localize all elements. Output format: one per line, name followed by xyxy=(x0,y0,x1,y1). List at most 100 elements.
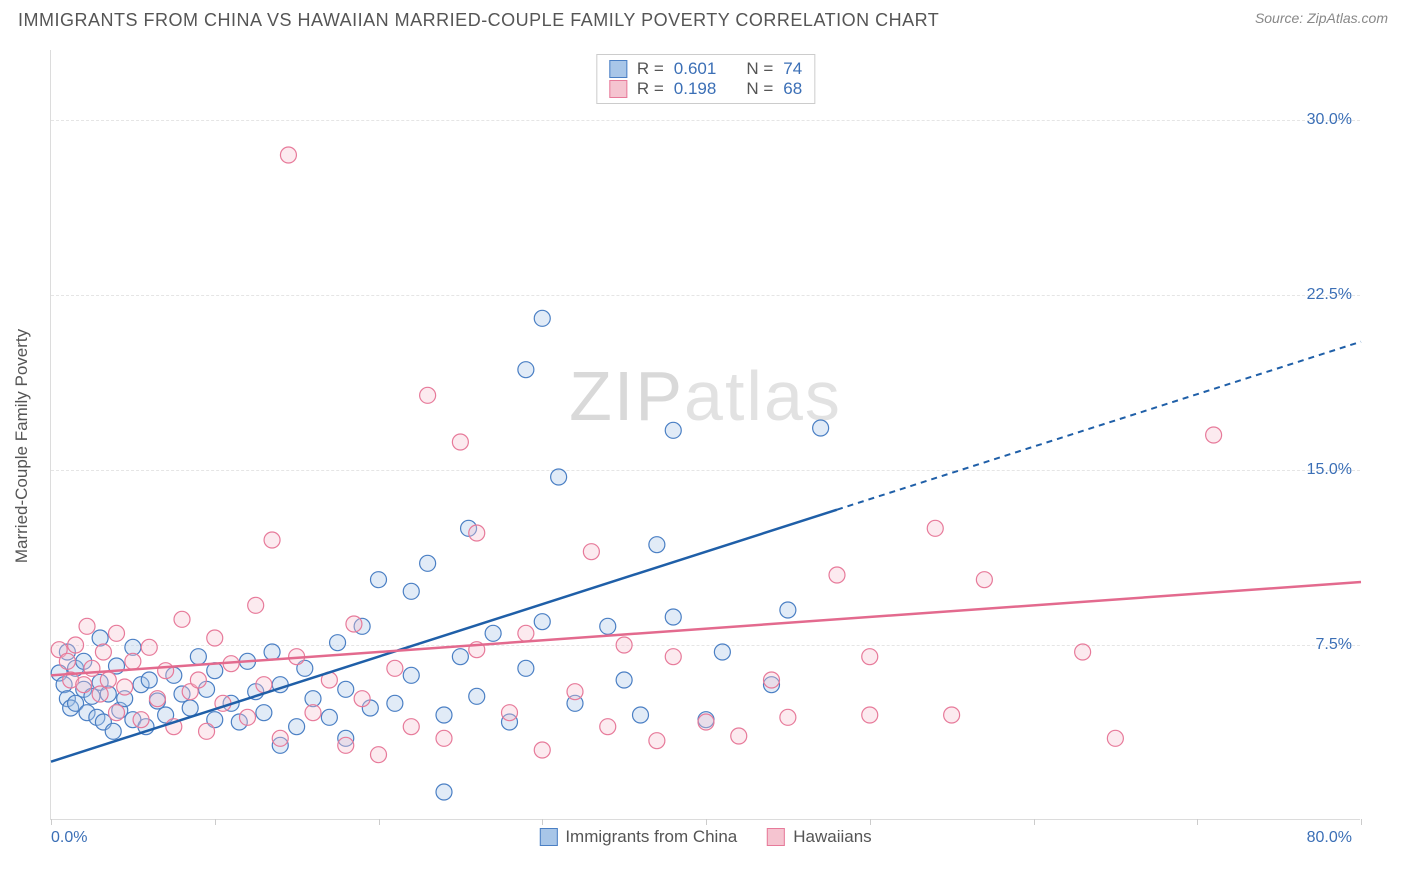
data-point xyxy=(264,532,280,548)
r-value: 0.198 xyxy=(674,79,717,99)
data-point xyxy=(59,653,75,669)
data-point xyxy=(403,667,419,683)
series-name: Hawaiians xyxy=(793,827,871,847)
data-point xyxy=(862,707,878,723)
legend-swatch xyxy=(609,80,627,98)
data-point xyxy=(698,714,714,730)
x-axis-min-label: 0.0% xyxy=(51,829,87,847)
data-point xyxy=(141,639,157,655)
data-point xyxy=(289,719,305,735)
data-point xyxy=(403,583,419,599)
legend-swatch xyxy=(539,828,557,846)
data-point xyxy=(780,602,796,618)
legend-stats-row: R = 0.198 N = 68 xyxy=(609,79,802,99)
legend-swatch xyxy=(609,60,627,78)
data-point xyxy=(133,712,149,728)
data-point xyxy=(387,695,403,711)
data-point xyxy=(927,520,943,536)
trend-line xyxy=(51,510,837,762)
x-tick xyxy=(379,819,380,825)
data-point xyxy=(68,637,84,653)
x-tick xyxy=(51,819,52,825)
x-tick xyxy=(1197,819,1198,825)
legend-stats: R = 0.601 N = 74 R = 0.198 N = 68 xyxy=(596,54,815,104)
r-label: R = xyxy=(637,79,664,99)
data-point xyxy=(190,672,206,688)
data-point xyxy=(338,681,354,697)
data-point xyxy=(518,362,534,378)
chart-title: IMMIGRANTS FROM CHINA VS HAWAIIAN MARRIE… xyxy=(18,10,939,31)
data-point xyxy=(731,728,747,744)
data-point xyxy=(452,434,468,450)
data-point xyxy=(1206,427,1222,443)
data-point xyxy=(649,733,665,749)
data-point xyxy=(182,700,198,716)
data-point xyxy=(92,686,108,702)
data-point xyxy=(665,609,681,625)
data-point xyxy=(387,660,403,676)
data-point xyxy=(354,691,370,707)
data-point xyxy=(199,723,215,739)
data-point xyxy=(813,420,829,436)
legend-series-item: Hawaiians xyxy=(767,827,871,847)
data-point xyxy=(174,611,190,627)
data-point xyxy=(256,677,272,693)
legend-stats-row: R = 0.601 N = 74 xyxy=(609,59,802,79)
y-axis-title: Married-Couple Family Poverty xyxy=(12,329,32,563)
data-point xyxy=(829,567,845,583)
data-point xyxy=(346,616,362,632)
x-tick xyxy=(1034,819,1035,825)
data-point xyxy=(371,572,387,588)
data-point xyxy=(109,705,125,721)
data-point xyxy=(567,684,583,700)
data-point xyxy=(436,730,452,746)
data-point xyxy=(780,709,796,725)
data-point xyxy=(338,737,354,753)
data-point xyxy=(469,688,485,704)
data-point xyxy=(518,625,534,641)
data-point xyxy=(436,707,452,723)
data-point xyxy=(305,705,321,721)
data-point xyxy=(280,147,296,163)
trend-line-dashed xyxy=(837,342,1361,510)
data-point xyxy=(117,679,133,695)
data-point xyxy=(485,625,501,641)
data-point xyxy=(264,644,280,660)
n-value: 74 xyxy=(783,59,802,79)
data-point xyxy=(149,691,165,707)
series-name: Immigrants from China xyxy=(565,827,737,847)
data-point xyxy=(534,310,550,326)
data-point xyxy=(79,618,95,634)
r-value: 0.601 xyxy=(674,59,717,79)
data-point xyxy=(207,630,223,646)
data-point xyxy=(534,742,550,758)
data-point xyxy=(976,572,992,588)
data-point xyxy=(600,719,616,735)
data-point xyxy=(158,663,174,679)
data-point xyxy=(633,707,649,723)
data-point xyxy=(420,555,436,571)
data-point xyxy=(502,705,518,721)
data-point xyxy=(109,625,125,641)
n-label: N = xyxy=(746,79,773,99)
trend-line xyxy=(51,582,1361,675)
data-point xyxy=(469,525,485,541)
legend-series-item: Immigrants from China xyxy=(539,827,737,847)
data-point xyxy=(248,597,264,613)
data-point xyxy=(1107,730,1123,746)
data-point xyxy=(551,469,567,485)
source-label: Source: ZipAtlas.com xyxy=(1255,10,1388,26)
data-point xyxy=(76,677,92,693)
data-point xyxy=(944,707,960,723)
data-point xyxy=(436,784,452,800)
data-point xyxy=(616,672,632,688)
data-point xyxy=(600,618,616,634)
data-point xyxy=(321,709,337,725)
data-point xyxy=(190,649,206,665)
data-point xyxy=(764,672,780,688)
data-point xyxy=(240,709,256,725)
data-point xyxy=(616,637,632,653)
data-point xyxy=(272,730,288,746)
data-point xyxy=(330,635,346,651)
data-point xyxy=(534,614,550,630)
